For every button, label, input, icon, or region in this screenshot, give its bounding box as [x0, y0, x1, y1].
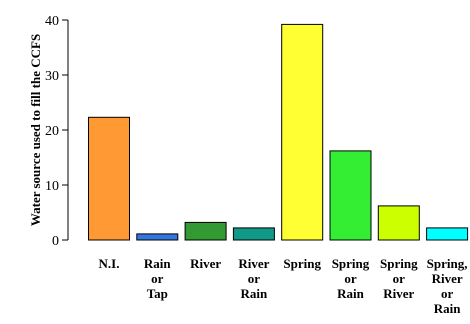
bars	[88, 23, 469, 241]
bar	[184, 221, 227, 241]
x-tick-label: River	[190, 256, 221, 271]
bar	[426, 227, 469, 241]
x-tick-label: River or Rain	[238, 256, 269, 301]
x-tick-label: Spring, River or Rain	[427, 256, 468, 316]
bar	[136, 233, 179, 241]
bar	[377, 205, 420, 241]
y-tick-label: 30	[45, 69, 59, 84]
y-tick-label: 40	[45, 14, 59, 29]
x-tick-label: Spring or River	[380, 256, 418, 301]
x-tick-label: Spring	[283, 256, 321, 271]
y-axis: 0 10 20 30 40	[45, 14, 69, 249]
y-tick-label: 10	[45, 179, 59, 194]
bar	[232, 227, 275, 241]
y-tick-label: 20	[45, 124, 59, 139]
bar	[329, 150, 372, 241]
x-tick-label: Spring or Rain	[332, 256, 370, 301]
y-axis-label: Water source used to fill the CCFS	[28, 34, 43, 226]
bar	[281, 23, 324, 241]
x-tick-label: Rain or Tap	[144, 256, 172, 301]
bar	[88, 116, 130, 241]
x-tick-label: N.I.	[99, 256, 120, 271]
x-axis-labels: N.I. Rain or Tap River River or Rain Spring Sprin…	[99, 256, 468, 316]
y-tick-label: 0	[52, 234, 59, 249]
